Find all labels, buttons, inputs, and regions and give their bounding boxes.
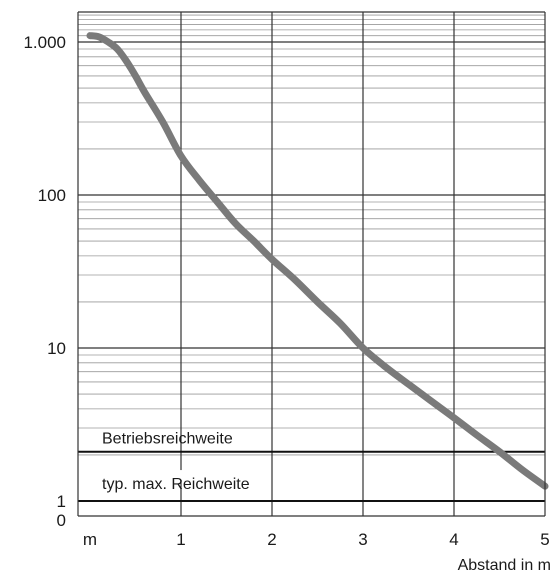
x-tick-label: 3 — [358, 530, 367, 549]
y-tick-label: 0 — [57, 511, 66, 530]
minor-gridlines — [78, 14, 545, 456]
x-tick-labels: m 1 2 3 4 5 — [83, 530, 550, 549]
y-tick-label: 1 — [57, 492, 66, 511]
x-axis-title: Abstand in m — [458, 557, 551, 574]
x-tick-label: m — [83, 530, 97, 549]
reference-line-label: typ. max. Reichweite — [102, 476, 250, 493]
y-tick-label: 100 — [38, 186, 66, 205]
reference-label-background — [98, 470, 254, 481]
x-tick-label: 5 — [540, 530, 549, 549]
y-tick-label: 1.000 — [23, 33, 66, 52]
reference-line-label: Betriebsreichweite — [102, 431, 233, 448]
x-tick-label: 4 — [449, 530, 458, 549]
data-series-line — [86, 32, 549, 490]
x-tick-label: 1 — [176, 530, 185, 549]
y-tick-label: 10 — [47, 339, 66, 358]
series-layer — [86, 32, 549, 490]
reference-lines: Betriebsreichweite typ. max. Reichweite — [78, 431, 545, 502]
x-tick-label: 2 — [267, 530, 276, 549]
plot-frame — [77, 11, 546, 517]
y-tick-labels: 1.000 100 10 10 — [23, 33, 66, 530]
